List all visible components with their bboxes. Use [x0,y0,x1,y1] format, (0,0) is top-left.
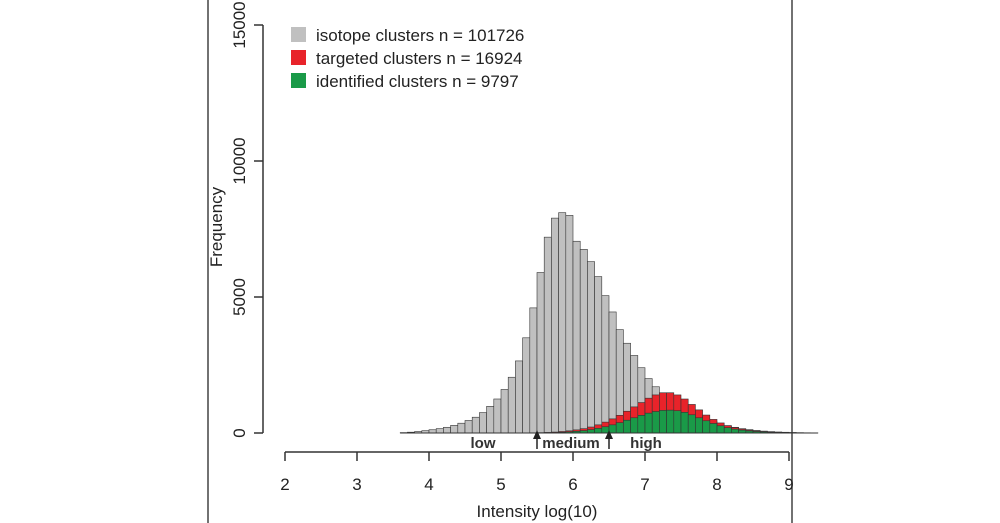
y-tick-label: 15000 [230,1,249,48]
identified-bar [702,420,711,434]
x-tick-label: 7 [640,475,649,494]
x-tick-label: 2 [280,475,289,494]
identified-bar [615,422,624,434]
isotope-bar [529,307,538,434]
y-tick-label: 5000 [230,278,249,316]
legend-label-targeted: targeted clusters n = 16924 [316,49,523,68]
identified-bar [608,424,617,434]
isotope-bar [486,406,495,434]
isotope-bar [515,360,523,434]
isotope-bar [543,236,552,434]
identified-bar [723,427,732,434]
threshold-arrow-head [605,430,613,439]
isotope-bar [471,416,480,434]
isotope-bar [435,428,444,434]
identified-bar [644,412,653,434]
identified-bar [695,417,703,434]
x-tick-label: 6 [568,475,577,494]
x-tick-label: 3 [352,475,361,494]
isotope-bar [479,412,487,434]
identified-bar [630,417,639,434]
isotope-bar [522,337,531,434]
isotope-bar [608,311,617,434]
x-axis-label: Intensity log(10) [477,502,598,521]
region-annotations: low medium high [471,435,662,452]
isotope-bar [601,295,610,434]
region-label-low: low [471,435,496,452]
isotope-bar [551,217,559,434]
series-isotope [399,212,819,434]
identified-bar [731,428,739,434]
isotope-bar [464,420,473,434]
identified-bar [637,415,646,434]
legend-label-identified: identified clusters n = 9797 [316,72,519,91]
threshold-arrow-head [533,430,541,439]
region-label-medium: medium [542,435,600,452]
isotope-bar [493,398,502,434]
y-tick-label: 0 [230,428,249,437]
x-tick-label: 5 [496,475,505,494]
isotope-bar [572,240,581,434]
x-tick-label: 4 [424,475,433,494]
identified-bar [623,419,631,434]
isotope-bar [443,426,451,434]
threshold-arrows [533,430,613,449]
isotope-bar [587,261,595,434]
legend-label-isotope: isotope clusters n = 101726 [316,26,524,45]
isotope-bar [507,376,516,434]
x-tick-label: 8 [712,475,721,494]
identified-bar [601,426,610,434]
isotope-bar [450,425,459,434]
identified-bar [651,411,660,434]
isotope-bar [558,212,567,434]
identified-bar [594,428,603,434]
isotope-bar [500,389,509,434]
identified-bar [673,410,682,434]
y-tick-label: 10000 [230,137,249,184]
region-label-high: high [630,435,662,452]
isotope-bar [594,276,603,434]
legend-swatch-targeted [291,50,306,65]
identified-bar [687,414,696,434]
x-tick-label: 9 [784,475,793,494]
identified-bar [716,425,725,434]
identified-bar [666,409,675,434]
identified-bar [680,412,689,434]
identified-bar [659,410,667,434]
isotope-bar [565,215,574,434]
isotope-bar [457,422,466,434]
y-axis-label: Frequency [207,186,226,267]
isotope-bar [579,249,588,434]
legend-swatch-isotope [291,27,306,42]
bars-layer [399,212,819,434]
legend: isotope clusters n = 101726 targeted clu… [291,26,524,91]
identified-bar [709,423,718,434]
identified-bar [587,429,595,434]
isotope-bar [536,272,545,434]
legend-swatch-identified [291,73,306,88]
